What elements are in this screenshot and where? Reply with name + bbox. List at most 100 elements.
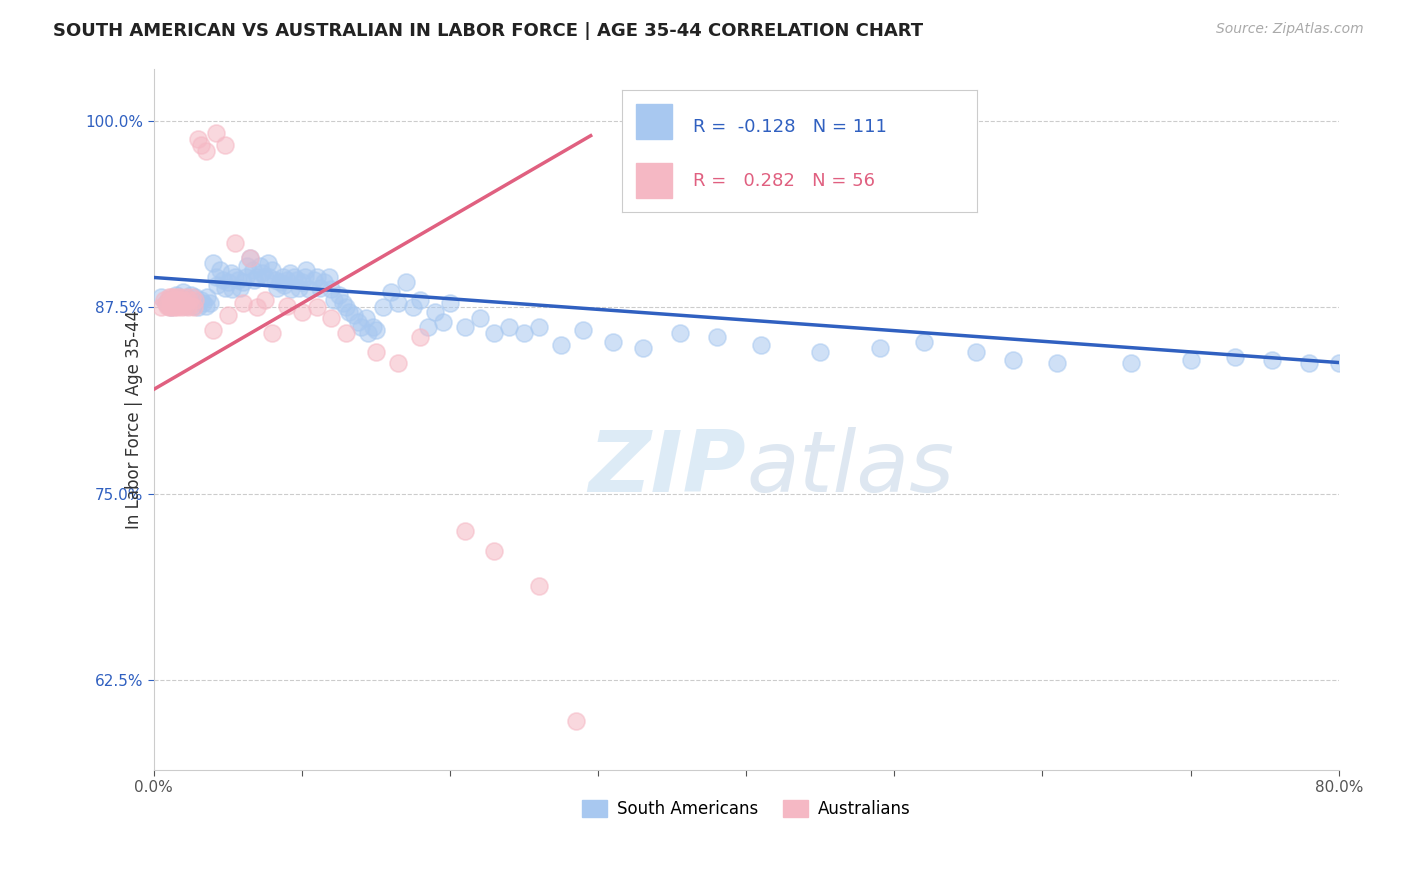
Point: [163, 301, 186, 315]
Point: [337, 305, 360, 319]
Point: [169, 296, 191, 310]
Point: [298, 282, 321, 296]
Point: [321, 282, 343, 296]
Point: [181, 290, 204, 304]
Point: [335, 326, 357, 340]
Point: [808, 345, 831, 359]
Point: [162, 293, 184, 307]
Point: [217, 275, 239, 289]
Point: [912, 334, 935, 349]
Point: [183, 301, 205, 315]
Text: ZIP: ZIP: [589, 427, 747, 510]
Point: [214, 137, 236, 152]
Point: [276, 273, 298, 287]
Text: Source: ZipAtlas.com: Source: ZipAtlas.com: [1216, 22, 1364, 37]
Point: [423, 305, 446, 319]
Point: [1001, 352, 1024, 367]
Point: [205, 270, 228, 285]
Point: [236, 259, 259, 273]
Point: [190, 137, 212, 152]
Point: [380, 285, 402, 300]
Point: [668, 326, 690, 340]
Point: [184, 293, 207, 307]
Point: [166, 301, 188, 315]
Point: [1327, 355, 1350, 369]
Point: [454, 319, 477, 334]
Point: [176, 299, 198, 313]
Point: [159, 299, 181, 313]
Point: [550, 337, 572, 351]
Point: [527, 319, 550, 334]
Point: [239, 251, 262, 265]
Point: [343, 308, 366, 322]
Point: [394, 275, 416, 289]
Point: [242, 263, 264, 277]
Point: [262, 326, 284, 340]
Point: [312, 275, 335, 289]
Point: [484, 543, 506, 558]
Point: [167, 293, 190, 307]
Point: [454, 524, 477, 539]
Point: [165, 288, 187, 302]
Point: [159, 293, 181, 307]
Point: [1261, 352, 1284, 367]
Point: [194, 144, 217, 158]
Point: [173, 299, 195, 313]
Point: [153, 293, 176, 307]
Point: [347, 315, 370, 329]
Point: [226, 273, 249, 287]
Point: [183, 299, 205, 313]
Point: [291, 275, 314, 289]
Point: [180, 299, 202, 313]
Point: [207, 277, 229, 292]
Point: [565, 714, 588, 728]
Point: [276, 299, 298, 313]
Point: [246, 270, 269, 285]
Point: [869, 341, 891, 355]
Point: [224, 270, 246, 285]
Point: [195, 290, 218, 304]
Point: [228, 281, 250, 295]
Point: [232, 275, 254, 289]
Point: [335, 301, 357, 315]
Point: [364, 323, 387, 337]
Point: [169, 290, 191, 304]
Point: [1180, 352, 1202, 367]
Point: [305, 301, 328, 315]
Point: [256, 255, 278, 269]
Point: [250, 266, 273, 280]
Point: [235, 270, 257, 285]
Point: [323, 293, 346, 307]
Point: [484, 326, 506, 340]
Point: [243, 273, 266, 287]
Point: [350, 319, 373, 334]
Point: [468, 310, 491, 325]
Point: [201, 255, 224, 269]
Point: [328, 288, 350, 302]
Point: [166, 290, 188, 304]
Point: [409, 293, 432, 307]
Point: [165, 293, 187, 307]
Point: [190, 293, 212, 307]
Point: [155, 296, 177, 310]
Point: [1223, 350, 1246, 364]
Legend: South Americans, Australians: South Americans, Australians: [575, 793, 917, 825]
Point: [387, 355, 409, 369]
Point: [221, 282, 243, 296]
Point: [416, 319, 439, 334]
Point: [527, 579, 550, 593]
Point: [288, 281, 311, 295]
Point: [364, 345, 387, 359]
Point: [402, 301, 425, 315]
Point: [156, 299, 179, 313]
Point: [150, 301, 173, 315]
Point: [157, 290, 180, 304]
Point: [278, 266, 301, 280]
Point: [280, 282, 302, 296]
Point: [176, 290, 198, 304]
Point: [198, 296, 221, 310]
Point: [172, 293, 194, 307]
Point: [150, 290, 173, 304]
Point: [187, 131, 209, 145]
Point: [332, 296, 354, 310]
